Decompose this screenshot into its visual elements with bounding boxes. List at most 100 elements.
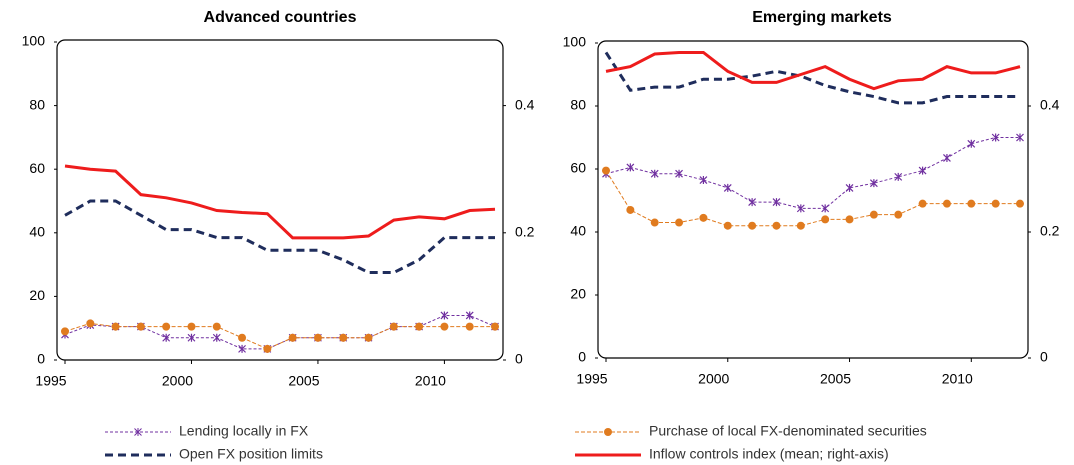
marker (364, 333, 373, 342)
marker (263, 344, 272, 353)
marker (723, 183, 732, 192)
marker (845, 183, 854, 192)
marker (675, 218, 684, 227)
marker (465, 322, 474, 331)
marker (61, 327, 69, 336)
marker (650, 218, 659, 227)
marker (212, 333, 221, 342)
marker (869, 179, 878, 188)
legend-label: Lending locally in FX (179, 423, 309, 439)
series-line (64, 314, 496, 350)
plot-frame (597, 40, 1029, 359)
series-line (64, 164, 496, 240)
x-tick-label: 2010 (415, 373, 446, 389)
marker (845, 215, 854, 224)
marker (1016, 133, 1024, 142)
marker (943, 153, 951, 162)
marker (796, 221, 805, 230)
marker (440, 311, 449, 320)
marker (86, 319, 95, 328)
marker (894, 172, 903, 181)
marker (288, 333, 297, 342)
marker (723, 221, 732, 230)
y-tick-label: 100 (22, 33, 46, 49)
marker (111, 322, 120, 331)
marker (699, 176, 708, 185)
y2-tick-label: 0 (1040, 349, 1048, 365)
marker (187, 333, 196, 342)
legend-label: Open FX position limits (179, 446, 323, 462)
marker (465, 311, 474, 320)
marker (162, 322, 171, 331)
marker (212, 322, 221, 331)
marker (942, 199, 951, 208)
series-line (605, 50, 1021, 91)
marker (650, 169, 659, 178)
x-tick-label: 2005 (288, 373, 319, 389)
legend-label: Purchase of local FX-denominated securit… (649, 423, 927, 439)
y2-tick-label: 0 (515, 351, 523, 367)
marker (626, 205, 635, 214)
marker (440, 322, 449, 331)
legend-marker (604, 428, 612, 436)
legend-label: Inflow controls index (mean; right-axis) (649, 446, 889, 462)
marker (748, 221, 757, 230)
marker (491, 322, 499, 331)
y-tick-label: 80 (29, 96, 45, 112)
chart-title: Advanced countries (204, 9, 357, 26)
marker (389, 322, 398, 331)
marker (918, 199, 927, 208)
x-tick-label: 2010 (942, 371, 973, 387)
x-tick-label: 2000 (162, 373, 193, 389)
y-tick-label: 0 (37, 351, 45, 367)
marker (821, 215, 830, 224)
marker (238, 333, 247, 342)
y-tick-label: 60 (29, 160, 45, 176)
marker (772, 221, 781, 230)
marker (602, 166, 610, 175)
y-tick-label: 0 (578, 349, 586, 365)
marker (1016, 199, 1024, 208)
series-line (604, 51, 1020, 105)
marker (748, 198, 757, 207)
marker (869, 210, 878, 219)
marker (967, 199, 976, 208)
plot-frame (56, 39, 504, 361)
marker (626, 163, 635, 172)
marker (162, 333, 171, 342)
marker (821, 204, 830, 213)
marker (187, 322, 196, 331)
y-tick-label: 20 (29, 287, 45, 303)
marker (339, 333, 348, 342)
x-tick-label: 2005 (820, 371, 851, 387)
y-tick-label: 80 (570, 97, 586, 113)
marker (675, 169, 683, 178)
marker (967, 139, 976, 148)
y-tick-label: 20 (570, 286, 586, 302)
y2-tick-label: 0.4 (1040, 97, 1060, 113)
y-tick-label: 40 (570, 223, 586, 239)
series-line (64, 322, 495, 350)
marker (313, 333, 322, 342)
marker (772, 198, 781, 207)
marker (415, 322, 424, 331)
series-line (64, 199, 495, 275)
marker (991, 199, 1000, 208)
y-tick-label: 60 (570, 160, 586, 176)
x-tick-label: 1995 (35, 373, 66, 389)
y2-tick-label: 0.4 (515, 96, 535, 112)
marker (991, 133, 1000, 142)
y2-tick-label: 0.2 (515, 224, 535, 240)
marker (894, 210, 903, 219)
x-tick-label: 1995 (576, 371, 607, 387)
y-tick-label: 100 (563, 34, 587, 50)
chart-title: Emerging markets (752, 9, 892, 26)
x-tick-label: 2000 (698, 371, 729, 387)
y-tick-label: 40 (29, 224, 45, 240)
marker (238, 344, 246, 353)
legend-marker (134, 428, 142, 436)
marker (918, 166, 927, 175)
series-line (605, 137, 1020, 209)
series-line (605, 170, 1020, 227)
